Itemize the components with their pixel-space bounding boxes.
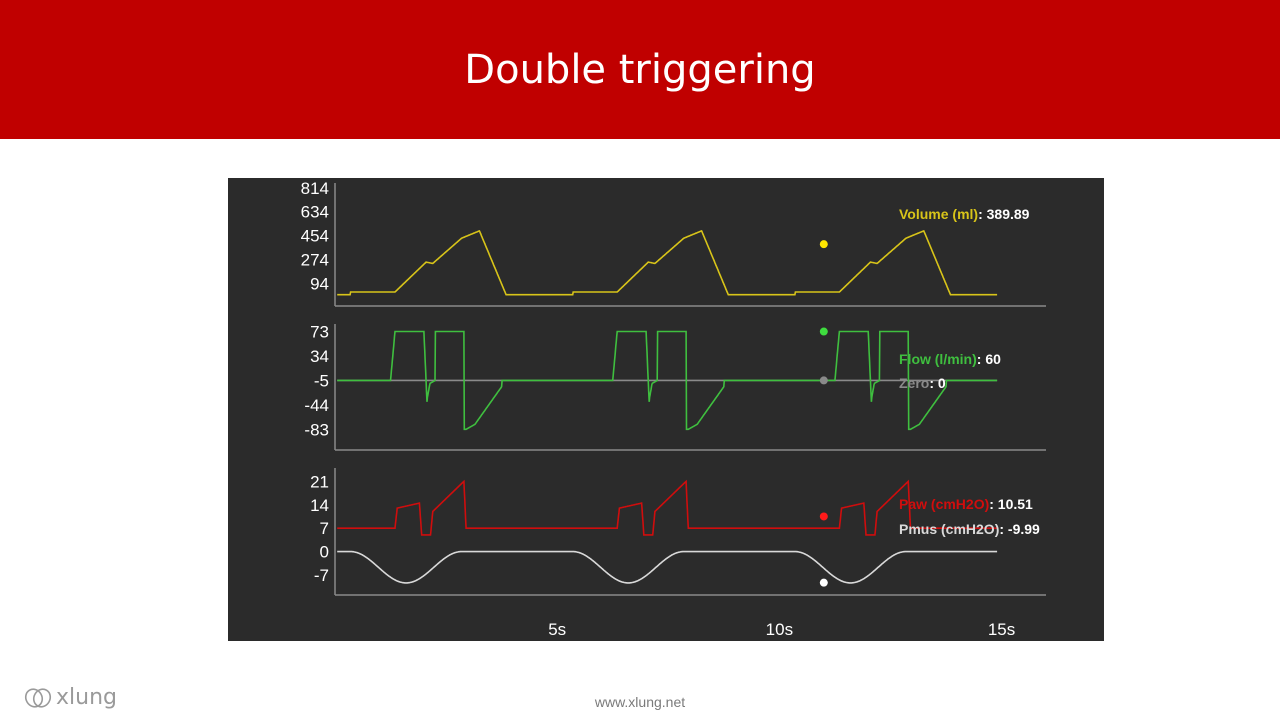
volume-y-tick: 94 <box>310 275 329 294</box>
flow-cursor-point <box>820 376 828 384</box>
legend-readouts: Volume (ml): 389.89 Flow (l/min): 60 Zero:… <box>899 206 1040 537</box>
pressure-y-tick: 0 <box>320 543 329 562</box>
volume-y-tick: 634 <box>301 203 329 222</box>
legend-series-value: : -9.99 <box>999 521 1040 537</box>
legend-entry: Zero: 0 <box>899 375 946 391</box>
volume-y-tick: 814 <box>301 179 329 198</box>
xlung-lung-icon <box>24 686 52 710</box>
x-tick-label: 10s <box>766 620 793 639</box>
flow-y-tick: -83 <box>304 420 329 439</box>
time-axis: 5s 10s 15s <box>548 620 1015 639</box>
xlung-logo: xlung <box>24 684 124 712</box>
flow-y-tick: -44 <box>304 396 329 415</box>
flow-cursor-point <box>820 328 828 336</box>
legend-series-value: : 389.89 <box>978 206 1030 222</box>
legend-entry: Flow (l/min): 60 <box>899 351 1001 367</box>
ventilator-waveform-panel: 94 274 454 634 814 73 34 -5 -44 -83 21 14 7 0 -7 5s 1… <box>228 178 1104 641</box>
pressure-y-tick: 7 <box>320 519 329 538</box>
waveform-chart: 94 274 454 634 814 73 34 -5 -44 -83 21 14 7 0 -7 5s 1… <box>228 178 1104 641</box>
pressure-y-tick: 14 <box>310 496 329 515</box>
legend-series-name: Zero <box>899 375 929 391</box>
legend-series-name: Paw (cmH2O) <box>899 496 989 512</box>
legend-series-value: : 60 <box>977 351 1001 367</box>
pressure-cursor-point <box>820 512 828 520</box>
volume-chart: 94 274 454 634 814 <box>301 179 1046 306</box>
footer-url: www.xlung.net <box>540 694 740 710</box>
volume-cursor-point <box>820 240 828 248</box>
volume-series-line <box>337 231 997 295</box>
legend-entry: Volume (ml): 389.89 <box>899 206 1030 222</box>
pressure-y-tick: -7 <box>314 566 329 585</box>
volume-y-tick: 274 <box>301 251 329 270</box>
x-tick-label: 5s <box>548 620 566 639</box>
legend-series-value: : 0 <box>929 375 946 391</box>
slide-title: Double triggering <box>0 44 1280 96</box>
flow-y-tick: 73 <box>310 323 329 342</box>
flow-y-tick: -5 <box>314 371 329 390</box>
pressure-cursor-point <box>820 579 828 587</box>
pressure-y-tick: 21 <box>310 472 329 491</box>
legend-series-name: Volume (ml) <box>899 206 978 222</box>
flow-y-tick: 34 <box>310 347 329 366</box>
legend-entry: Paw (cmH2O): 10.51 <box>899 496 1033 512</box>
legend-series-name: Pmus (cmH2O) <box>899 521 999 537</box>
x-tick-label: 15s <box>988 620 1015 639</box>
legend-series-value: : 10.51 <box>989 496 1033 512</box>
logo-text: xlung <box>56 684 117 712</box>
legend-series-name: Flow (l/min) <box>899 351 977 367</box>
pmus-series-line <box>337 552 997 583</box>
legend-entry: Pmus (cmH2O): -9.99 <box>899 521 1040 537</box>
volume-y-tick: 454 <box>301 227 329 246</box>
